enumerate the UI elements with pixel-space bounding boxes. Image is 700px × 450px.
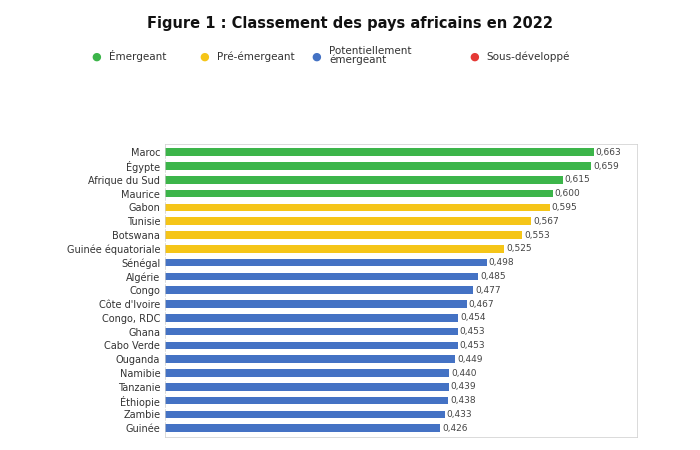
Bar: [164, 217, 531, 225]
Text: 0,454: 0,454: [461, 313, 486, 322]
Text: 0,659: 0,659: [593, 162, 619, 171]
Text: 0,525: 0,525: [506, 244, 532, 253]
Bar: [164, 148, 594, 156]
Text: 0,449: 0,449: [457, 355, 482, 364]
Text: 0,453: 0,453: [460, 327, 485, 336]
Text: 0,426: 0,426: [442, 424, 468, 433]
Text: 0,485: 0,485: [480, 272, 506, 281]
Text: 0,553: 0,553: [524, 230, 550, 239]
Text: Sous-développé: Sous-développé: [486, 51, 570, 62]
Bar: [164, 190, 553, 198]
Text: ●: ●: [312, 51, 321, 61]
Bar: [164, 369, 449, 377]
Text: 0,467: 0,467: [469, 300, 494, 309]
Bar: [164, 342, 458, 349]
Bar: [164, 204, 550, 211]
Text: 0,663: 0,663: [596, 148, 622, 157]
Text: 0,438: 0,438: [450, 396, 475, 405]
Bar: [164, 411, 444, 418]
Bar: [164, 273, 478, 280]
Text: émergeant: émergeant: [329, 54, 386, 65]
Bar: [164, 356, 455, 363]
Text: ●: ●: [469, 51, 479, 61]
Bar: [164, 424, 440, 432]
Bar: [164, 383, 449, 391]
Text: Potentiellement: Potentiellement: [329, 46, 412, 56]
Bar: [164, 314, 458, 322]
Text: 0,439: 0,439: [451, 382, 476, 392]
Text: ●: ●: [199, 51, 209, 61]
Text: ●: ●: [91, 51, 101, 61]
Bar: [164, 162, 591, 170]
Bar: [164, 300, 467, 308]
Text: 0,595: 0,595: [552, 203, 578, 212]
Text: 0,498: 0,498: [489, 258, 514, 267]
Text: 0,477: 0,477: [475, 286, 500, 295]
Text: 0,567: 0,567: [533, 217, 559, 226]
Text: Figure 1 : Classement des pays africains en 2022: Figure 1 : Classement des pays africains…: [147, 16, 553, 31]
Text: 0,433: 0,433: [447, 410, 473, 419]
Bar: [164, 259, 486, 266]
Bar: [164, 176, 563, 184]
Bar: [164, 245, 504, 252]
Bar: [164, 231, 522, 239]
Bar: [164, 287, 473, 294]
Text: 0,440: 0,440: [452, 369, 477, 378]
Text: Pré-émergeant: Pré-émergeant: [217, 51, 295, 62]
Bar: [164, 328, 458, 335]
Text: 0,600: 0,600: [555, 189, 580, 198]
Text: Émergeant: Émergeant: [108, 50, 166, 62]
Text: 0,615: 0,615: [564, 176, 590, 184]
Bar: [164, 397, 448, 405]
Text: 0,453: 0,453: [460, 341, 485, 350]
